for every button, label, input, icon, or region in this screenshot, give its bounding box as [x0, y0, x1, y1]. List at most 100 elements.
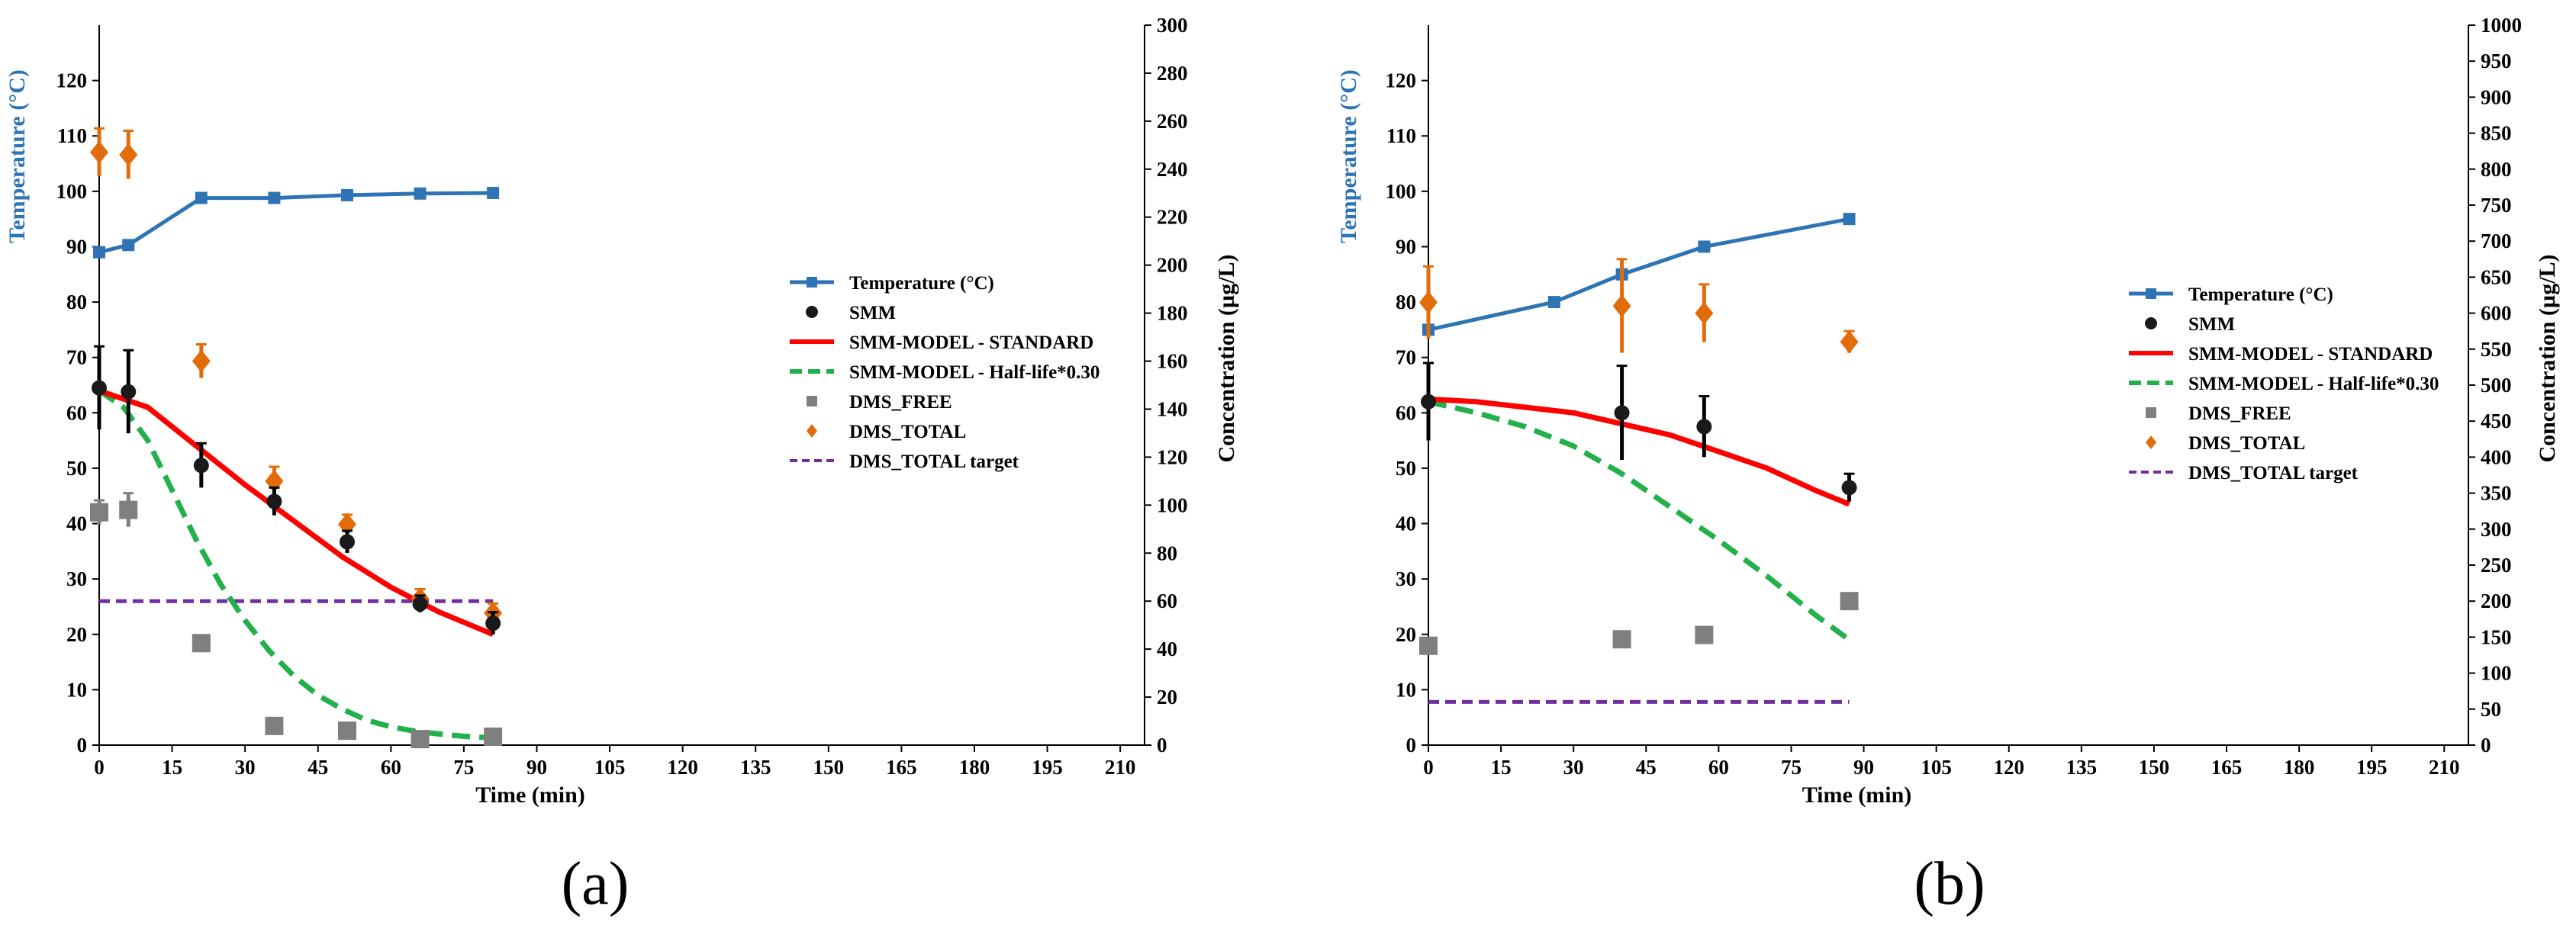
- legend-entry: SMM-MODEL - Half-life*0.30: [2188, 374, 2439, 394]
- y-right-tick-label: 20: [1157, 686, 1177, 708]
- legend-swatch-marker: [2146, 288, 2156, 299]
- series-squares: [90, 492, 503, 749]
- y-left-tick-label: 90: [66, 235, 87, 258]
- legend-entry: DMS_TOTAL: [849, 422, 966, 442]
- x-tick-label: 15: [1491, 756, 1512, 779]
- y-left-tick-label: 120: [1386, 69, 1417, 92]
- y-left-tick-label: 50: [66, 457, 87, 480]
- y-right-tick-label: 1000: [2481, 14, 2522, 37]
- x-tick-label: 60: [381, 756, 401, 779]
- legend-entry: SMM-MODEL - Half-life*0.30: [849, 362, 1100, 383]
- data-point: [92, 380, 107, 396]
- data-point: [122, 239, 135, 252]
- x-tick-label: 105: [1921, 756, 1952, 779]
- x-tick-label: 60: [1708, 756, 1729, 779]
- legend-entry: SMM: [849, 303, 896, 323]
- data-point: [412, 596, 428, 612]
- y-left-tick-label: 10: [1396, 678, 1416, 701]
- y-right-tick-label: 240: [1157, 158, 1188, 181]
- data-point: [121, 384, 137, 400]
- y-left-tick-label: 40: [66, 512, 87, 535]
- y-left-tick-label: 20: [66, 623, 87, 646]
- legend-swatch: [2146, 407, 2156, 418]
- data-point: [1547, 296, 1560, 309]
- data-point: [340, 188, 353, 201]
- data-point: [266, 493, 282, 509]
- data-point: [1612, 630, 1631, 649]
- x-tick-label: 120: [667, 756, 698, 779]
- series-line: [98, 191, 494, 255]
- panel-label: (a): [562, 850, 630, 917]
- y-left-tick-label: 120: [56, 69, 88, 92]
- data-point: [1419, 291, 1438, 314]
- y-right-tick-label: 160: [1157, 350, 1188, 373]
- data-point: [1419, 636, 1438, 655]
- series-line: [1428, 399, 1851, 642]
- series-dashed: [98, 388, 494, 741]
- x-tick-label: 135: [740, 756, 771, 779]
- x-tick-label: 165: [886, 756, 917, 779]
- series-line: [98, 387, 494, 638]
- y-left-tick-label: 80: [1396, 291, 1416, 313]
- data-point: [119, 500, 138, 519]
- data-point: [1698, 240, 1711, 253]
- legend-swatch: [807, 424, 817, 438]
- y-right-axis-title: Concentration (µg/L): [1214, 254, 1239, 462]
- legend-entry: Temperature (°C): [849, 273, 994, 294]
- series-line: [98, 387, 494, 638]
- y-left-tick-label: 100: [56, 180, 88, 203]
- x-tick-label: 30: [1563, 756, 1584, 779]
- x-tick-label: 45: [1636, 756, 1657, 779]
- y-right-tick-label: 250: [2481, 554, 2512, 577]
- legend-entry: SMM-MODEL - STANDARD: [2188, 344, 2433, 365]
- x-tick-label: 165: [2211, 756, 2243, 779]
- y-right-tick-label: 200: [1157, 254, 1188, 277]
- x-axis-title: Time (min): [475, 782, 585, 808]
- data-point: [339, 534, 355, 550]
- series-line: [1428, 217, 1850, 332]
- y-right-tick-label: 800: [2481, 158, 2512, 181]
- series-points: [1421, 361, 1857, 502]
- y-left-tick-label: 0: [77, 734, 88, 757]
- data-point: [90, 503, 108, 522]
- y-left-tick-label: 80: [66, 291, 87, 313]
- x-tick-label: 150: [813, 756, 845, 779]
- y-left-tick-label: 110: [1386, 124, 1416, 147]
- legend-entry: DMS_TOTAL target: [849, 451, 1019, 472]
- data-point: [192, 634, 211, 653]
- x-tick-label: 195: [1032, 756, 1063, 779]
- data-point: [93, 246, 105, 259]
- y-right-tick-label: 850: [2481, 122, 2512, 145]
- data-point: [1840, 592, 1859, 611]
- series-line-marker: [1422, 213, 1856, 336]
- legend-entry: DMS_TOTAL: [2188, 433, 2305, 454]
- x-tick-label: 15: [162, 756, 182, 779]
- series-line: [98, 388, 494, 741]
- x-tick-label: 0: [94, 756, 105, 779]
- y-left-tick-label: 70: [1396, 346, 1416, 369]
- x-tick-label: 90: [526, 756, 547, 779]
- data-point: [195, 191, 208, 204]
- legend-entry: DMS_TOTAL target: [2188, 463, 2359, 484]
- y-left-tick-label: 30: [1396, 567, 1416, 590]
- y-left-tick-label: 60: [1396, 401, 1416, 424]
- y-right-tick-label: 140: [1157, 397, 1188, 420]
- data-point: [119, 143, 138, 166]
- series-dashed: [1428, 399, 1851, 642]
- y-right-tick-label: 80: [1157, 541, 1177, 564]
- x-tick-label: 210: [1105, 756, 1136, 779]
- series-diamonds: [90, 127, 503, 625]
- panel-label: (b): [1914, 850, 1985, 917]
- legend-entry: SMM-MODEL - STANDARD: [849, 333, 1093, 353]
- x-axis-title: Time (min): [1802, 782, 1912, 808]
- x-tick-label: 210: [2429, 756, 2460, 779]
- y-right-tick-label: 300: [1157, 14, 1188, 37]
- data-point: [337, 721, 356, 741]
- y-left-tick-label: 0: [1406, 734, 1417, 757]
- data-point: [90, 140, 108, 164]
- x-tick-label: 195: [2356, 756, 2388, 779]
- y-right-tick-label: 220: [1157, 206, 1188, 229]
- data-point: [1695, 301, 1714, 325]
- x-tick-label: 75: [1781, 756, 1802, 779]
